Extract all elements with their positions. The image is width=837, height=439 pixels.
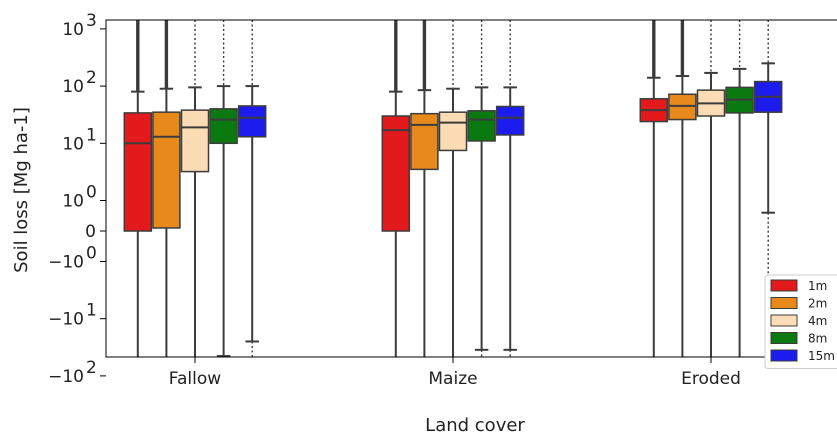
y-tick-label: −10 xyxy=(48,310,84,330)
box-body xyxy=(467,110,496,142)
box-2m-Eroded xyxy=(668,20,697,357)
y-tick-exponent: 2 xyxy=(86,358,97,378)
y-tick-label: 10 xyxy=(62,134,84,154)
y-tick-label: 10 xyxy=(62,77,84,97)
legend-label-1m: 1m xyxy=(808,279,827,293)
y-tick-exponent: 2 xyxy=(86,68,97,88)
y-tick-exponent: 1 xyxy=(86,125,97,145)
box-1m-Maize xyxy=(381,20,411,357)
box-2m-Fallow xyxy=(152,20,181,357)
legend-swatch-8m xyxy=(770,332,798,344)
y-tick-label: −10 xyxy=(48,253,84,273)
y-tick-exponent: 0 xyxy=(86,183,97,203)
box-4m-Fallow xyxy=(180,20,210,357)
legend-swatch-2m xyxy=(770,297,798,309)
x-tick-label: Fallow xyxy=(169,369,221,389)
legend-label-2m: 2m xyxy=(808,297,827,311)
y-tick-exponent: 0 xyxy=(86,244,97,264)
box-body xyxy=(123,112,153,232)
box-1m-Eroded xyxy=(639,20,669,357)
box-15m-Maize xyxy=(495,20,525,357)
x-tick-label: Eroded xyxy=(681,369,741,389)
legend: 1m 2m 4m 8m 15m xyxy=(764,274,837,369)
legend-label-15m: 15m xyxy=(808,349,835,363)
x-tick-label: Maize xyxy=(428,369,477,389)
legend-label-8m: 8m xyxy=(808,332,827,346)
y-tick-label: 10 xyxy=(62,20,84,40)
y-tick-exponent: 3 xyxy=(86,11,97,31)
y-tick-label: 0 xyxy=(85,222,96,242)
box-body xyxy=(381,115,411,232)
box-body xyxy=(438,111,468,152)
legend-label-4m: 4m xyxy=(808,314,827,328)
box-body xyxy=(209,108,238,145)
y-tick-label: 10 xyxy=(62,192,84,212)
legend-swatch-15m xyxy=(770,349,798,362)
box-body xyxy=(237,105,267,138)
y-tick-exponent: 1 xyxy=(86,301,97,321)
box-1m-Fallow xyxy=(123,20,153,357)
y-axis-title: Soil loss [Mg ha-1] xyxy=(11,107,32,273)
box-4m-Maize xyxy=(438,20,468,357)
box-body xyxy=(152,111,181,229)
box-body xyxy=(410,112,439,171)
legend-swatch-1m xyxy=(770,279,798,292)
box-15m-Eroded xyxy=(753,20,783,357)
box-15m-Fallow xyxy=(237,20,267,357)
x-axis: FallowMaizeErodedForest xyxy=(169,357,741,389)
box-4m-Eroded xyxy=(696,20,726,357)
plot-area xyxy=(123,20,783,357)
legend-swatch-4m xyxy=(770,314,798,327)
box-8m-Eroded xyxy=(725,20,754,357)
x-axis-title: Land cover xyxy=(425,415,525,436)
box-2m-Maize xyxy=(410,20,439,357)
y-tick-label: −10 xyxy=(48,367,84,387)
box-8m-Maize xyxy=(467,20,496,357)
box-body xyxy=(180,109,210,173)
box-8m-Fallow xyxy=(209,20,238,357)
box-body xyxy=(495,105,525,136)
plot-frame xyxy=(105,19,837,358)
